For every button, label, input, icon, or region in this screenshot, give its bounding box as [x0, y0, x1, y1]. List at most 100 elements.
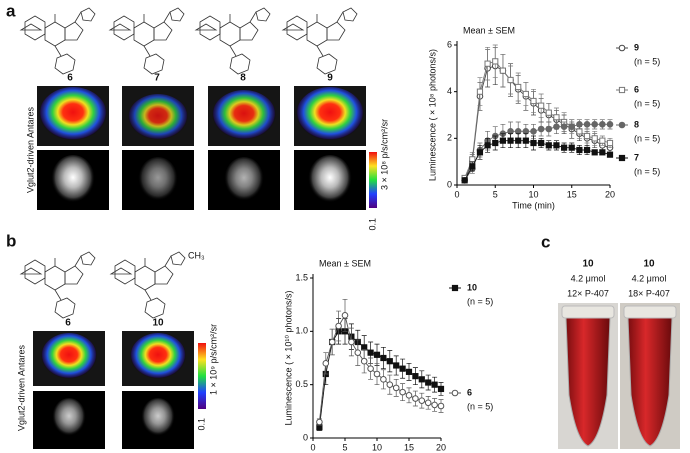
legend-marker — [451, 389, 459, 397]
tube-formulation: 18× P-407 — [628, 288, 670, 298]
panel-letter: a — [6, 1, 16, 20]
annotation: Mean ± SEM — [319, 258, 371, 268]
structure — [282, 7, 358, 75]
marker — [530, 97, 537, 105]
marker — [461, 177, 468, 184]
marker — [492, 58, 499, 65]
marker — [373, 370, 381, 378]
x-tick-label: 20 — [436, 442, 446, 452]
compound-label: 7 — [154, 73, 160, 84]
legend-note: (n = 5) — [467, 296, 493, 306]
legend-label: 8 — [634, 119, 639, 129]
tube-amount: 4.2 μmol — [632, 273, 667, 283]
marker — [399, 365, 406, 372]
marker — [553, 114, 560, 121]
marker — [367, 349, 374, 356]
marker — [522, 128, 530, 135]
legend-marker — [618, 44, 626, 52]
legend-label: 7 — [634, 152, 639, 162]
marker — [583, 146, 591, 154]
y-tick-label: 1.0 — [295, 326, 308, 336]
marker — [576, 128, 583, 135]
marker — [322, 360, 330, 367]
marker — [499, 137, 506, 144]
marker — [507, 137, 514, 144]
bioluminescence-images — [33, 331, 206, 449]
marker — [522, 90, 529, 98]
marker — [392, 384, 400, 392]
marker — [469, 156, 476, 163]
marker — [514, 128, 522, 135]
annotation: Mean ± SEM — [463, 25, 515, 35]
legend-label: 10 — [467, 282, 477, 292]
marker — [599, 121, 606, 128]
legend-note: (n = 5) — [634, 56, 660, 66]
legend-note: (n = 5) — [634, 133, 660, 143]
marker — [412, 395, 419, 402]
marker — [507, 128, 514, 135]
legend-label: 6 — [634, 84, 639, 94]
panel-letter: b — [6, 231, 16, 250]
marker — [437, 402, 445, 410]
marker — [545, 109, 552, 116]
x-tick-label: 5 — [342, 442, 347, 452]
colorbar-max: 1 × 10⁹ p/s/cm²/sr — [208, 324, 218, 395]
marker — [476, 149, 484, 156]
compound-label: 8 — [240, 73, 246, 84]
marker — [360, 357, 368, 365]
marker — [341, 312, 349, 319]
marker — [515, 137, 522, 144]
marker — [431, 401, 438, 409]
marker — [348, 338, 355, 346]
tube-formulation: 12× P-407 — [567, 288, 609, 298]
marker — [367, 365, 374, 372]
side-label: Vglut2-driven Antares — [25, 106, 35, 193]
x-tick-label: 0 — [454, 189, 459, 199]
marker — [583, 121, 591, 128]
marker — [576, 121, 583, 128]
marker — [522, 137, 529, 144]
marker — [386, 358, 393, 365]
tube-compound: 10 — [582, 259, 594, 270]
marker — [538, 139, 545, 147]
compound-label: 6 — [67, 73, 73, 84]
side-label: Vglut2-driven Antares — [16, 344, 26, 431]
marker — [583, 132, 591, 140]
marker — [354, 349, 362, 356]
marker — [530, 128, 537, 135]
marker — [405, 368, 413, 375]
marker — [568, 123, 576, 130]
x-tick-label: 10 — [372, 442, 382, 452]
marker — [316, 418, 323, 426]
marker — [373, 351, 381, 358]
marker — [380, 354, 387, 362]
marker — [537, 125, 545, 133]
marker — [499, 67, 506, 74]
marker — [393, 362, 400, 369]
legend-marker — [618, 154, 626, 162]
methyl-label: CH₃ — [188, 250, 205, 260]
marker — [545, 142, 552, 149]
marker — [437, 385, 445, 393]
marker — [606, 139, 614, 147]
panel-letter: c — [541, 232, 550, 251]
structure — [109, 7, 185, 75]
marker — [606, 121, 614, 128]
x-tick-label: 10 — [528, 189, 538, 199]
marker — [431, 381, 438, 388]
marker — [469, 163, 476, 170]
marker — [386, 381, 394, 388]
colorbar-min: 0.1 — [367, 218, 377, 231]
x-tick-label: 0 — [310, 442, 315, 452]
marker — [591, 121, 599, 128]
tube-photos — [558, 303, 680, 449]
marker — [399, 388, 406, 396]
marker — [484, 142, 491, 149]
marker — [538, 102, 545, 109]
compound-label: 9 — [327, 73, 333, 84]
marker — [515, 83, 522, 91]
y-axis-label: Luminescence ( × 10⁸ photons/s) — [427, 49, 437, 181]
x-tick-label: 15 — [404, 442, 414, 452]
legend-note: (n = 5) — [467, 401, 493, 411]
structure — [20, 7, 96, 75]
